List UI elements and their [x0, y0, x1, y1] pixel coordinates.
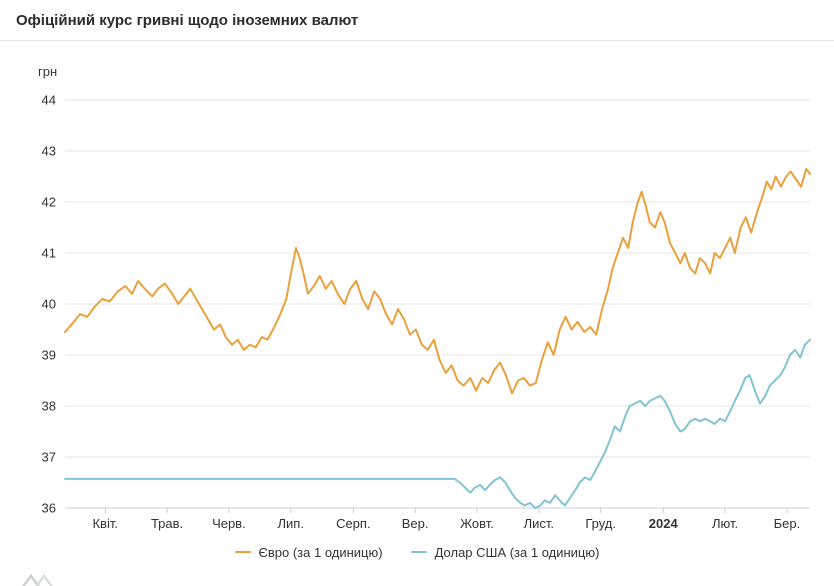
- svg-text:2024: 2024: [649, 516, 679, 531]
- svg-text:Лист.: Лист.: [524, 516, 554, 531]
- legend-label-euro: Євро (за 1 одиницю): [258, 544, 383, 560]
- svg-text:43: 43: [42, 144, 56, 159]
- svg-text:Серп.: Серп.: [336, 516, 371, 531]
- svg-text:37: 37: [42, 450, 56, 465]
- svg-text:Лют.: Лют.: [712, 516, 738, 531]
- legend-item-usd[interactable]: Долар США (за 1 одиницю): [410, 544, 600, 560]
- chart-area[interactable]: 36 37 38 39 40 41 42 43 44 Квіт. Трав. Черв. Лип. Сер…: [0, 42, 834, 532]
- svg-text:40: 40: [42, 297, 56, 312]
- svg-text:Квіт.: Квіт.: [92, 516, 118, 531]
- euro-line-marker: [234, 551, 251, 553]
- svg-text:Черв.: Черв.: [212, 516, 246, 531]
- svg-text:Жовт.: Жовт.: [460, 516, 494, 531]
- svg-text:грн: грн: [38, 64, 57, 79]
- usd-line-marker: [410, 551, 427, 553]
- page-title: Офіційний курс гривні щодо іноземних вал…: [16, 12, 359, 29]
- svg-text:Лип.: Лип.: [278, 516, 304, 531]
- header: Офіційний курс гривні щодо іноземних вал…: [0, 0, 834, 41]
- legend-label-usd: Долар США (за 1 одиницю): [434, 544, 600, 560]
- svg-text:Трав.: Трав.: [151, 516, 183, 531]
- svg-text:42: 42: [42, 195, 56, 210]
- svg-text:Груд.: Груд.: [585, 516, 616, 531]
- legend: Євро (за 1 одиницю) Долар США (за 1 один…: [0, 540, 834, 564]
- watermark-logo: [21, 573, 54, 586]
- line-chart[interactable]: 36 37 38 39 40 41 42 43 44 Квіт. Трав. Черв. Лип. Сер…: [0, 42, 834, 532]
- svg-text:36: 36: [42, 501, 56, 516]
- legend-item-euro[interactable]: Євро (за 1 одиницю): [234, 544, 383, 560]
- svg-text:38: 38: [42, 399, 56, 414]
- svg-text:39: 39: [42, 348, 56, 363]
- svg-text:44: 44: [42, 93, 56, 108]
- svg-text:Бер.: Бер.: [774, 516, 801, 531]
- svg-text:Вер.: Вер.: [402, 516, 429, 531]
- svg-text:41: 41: [42, 246, 56, 261]
